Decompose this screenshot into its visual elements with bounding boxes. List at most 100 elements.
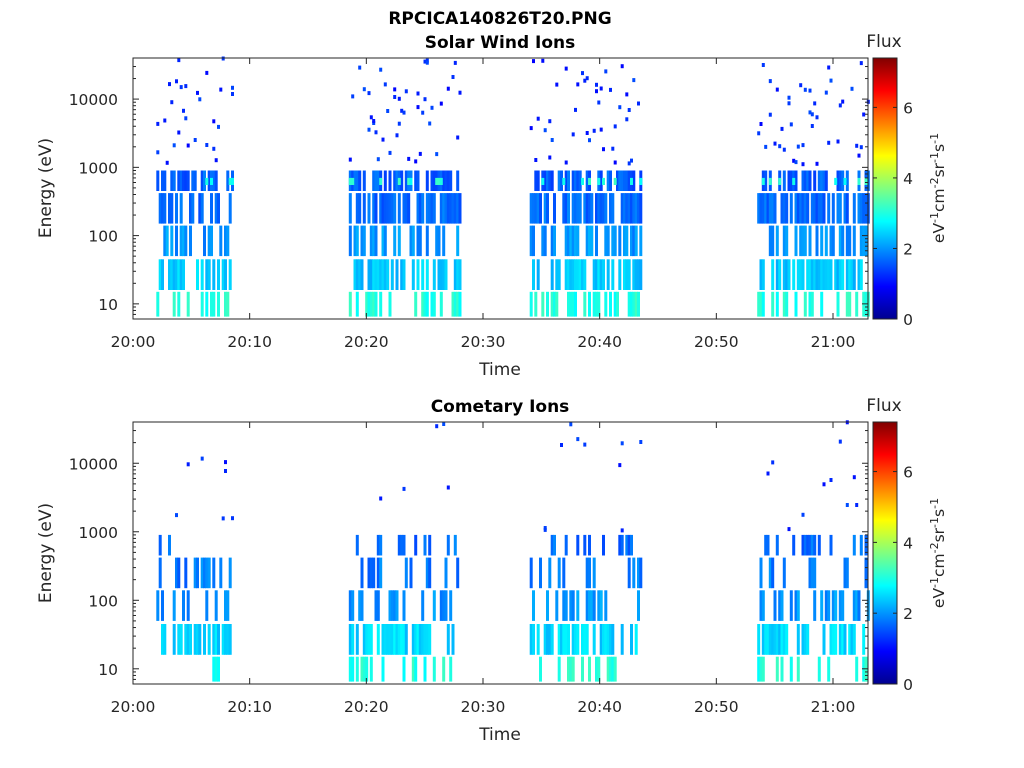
heatmap-cell bbox=[369, 557, 373, 589]
heatmap-cell bbox=[214, 656, 218, 682]
heatmap-cell bbox=[785, 291, 789, 317]
heatmap-cell bbox=[771, 193, 775, 224]
heatmap-cell bbox=[796, 144, 800, 149]
heatmap-cell bbox=[451, 291, 455, 317]
heatmap-cell bbox=[226, 225, 230, 257]
heatmap-cell bbox=[179, 85, 183, 90]
heatmap-cell bbox=[592, 557, 596, 589]
x-axis-ticks: 20:00 20:10 20:20 20:30 20:40 20:50 21:00 bbox=[111, 422, 855, 716]
heatmap-cell bbox=[228, 259, 232, 290]
heatmap-cell bbox=[536, 170, 540, 191]
heatmap-cell bbox=[224, 460, 227, 465]
heatmap-cell bbox=[539, 193, 542, 224]
heatmap-cell bbox=[416, 170, 420, 191]
heatmap-cell bbox=[801, 624, 805, 655]
heatmap-cell bbox=[529, 193, 533, 224]
heatmap-cell bbox=[425, 170, 429, 191]
heatmap-cell bbox=[630, 225, 633, 257]
heatmap-cell bbox=[177, 130, 181, 135]
heatmap-cell bbox=[163, 118, 167, 123]
heatmap-cell bbox=[836, 139, 840, 144]
heatmap-cell bbox=[639, 440, 643, 444]
heatmap-cell bbox=[620, 193, 624, 224]
heatmap-cell bbox=[585, 557, 589, 589]
heatmap-cell bbox=[581, 624, 584, 655]
heatmap-cell bbox=[198, 97, 202, 102]
heatmap-cell bbox=[778, 590, 782, 621]
heatmap-cell bbox=[539, 656, 542, 682]
heatmap-cell bbox=[796, 259, 800, 290]
heatmap-cell bbox=[189, 193, 192, 224]
heatmap-cell bbox=[446, 624, 450, 655]
heatmap-cell bbox=[372, 119, 376, 123]
heatmap-cell bbox=[822, 259, 826, 290]
heatmap-cell bbox=[168, 259, 171, 290]
heatmap-cell bbox=[817, 534, 821, 556]
heatmap-cell bbox=[550, 291, 554, 317]
colorbar-tick-label: 4 bbox=[903, 534, 913, 552]
heatmap-cell bbox=[764, 170, 768, 191]
heatmap-cell bbox=[796, 624, 800, 655]
heatmap-cell bbox=[453, 60, 457, 65]
heatmap-cell bbox=[529, 291, 533, 317]
heatmap-cell bbox=[442, 193, 446, 224]
heatmap-cell bbox=[231, 516, 234, 521]
heatmap-cell bbox=[175, 513, 178, 518]
heatmap-cell bbox=[855, 143, 859, 148]
heatmap-cell bbox=[815, 161, 819, 166]
heatmap-cell bbox=[567, 259, 570, 290]
heatmap-cell bbox=[400, 259, 404, 290]
heatmap-cell bbox=[623, 193, 626, 224]
heatmap-cell bbox=[627, 108, 631, 112]
heatmap-cell bbox=[815, 193, 819, 224]
heatmap-cell bbox=[437, 177, 441, 185]
heatmap-cell bbox=[602, 193, 605, 224]
heatmap-cell bbox=[771, 624, 775, 655]
heatmap-cell bbox=[200, 193, 204, 224]
heatmap-cell bbox=[859, 225, 863, 257]
x-tick-label: 20:50 bbox=[694, 333, 739, 351]
heatmap-cell bbox=[532, 259, 535, 290]
heatmap-cell bbox=[620, 624, 624, 655]
heatmap-cell bbox=[845, 503, 849, 507]
heatmap-cell bbox=[411, 225, 415, 257]
heatmap-cell bbox=[852, 534, 856, 556]
heatmap-cell bbox=[207, 170, 211, 191]
heatmap-cell bbox=[418, 193, 422, 224]
heatmap-cell bbox=[562, 177, 566, 185]
heatmap-cell bbox=[597, 259, 601, 290]
heatmap-cell bbox=[212, 119, 216, 124]
heatmap-cell bbox=[543, 527, 547, 532]
heatmap-cell bbox=[548, 170, 552, 191]
heatmap-cell bbox=[574, 225, 577, 257]
heatmap-cell bbox=[848, 259, 852, 290]
heatmap-cell bbox=[571, 193, 575, 224]
heatmap-cell bbox=[827, 590, 831, 621]
heatmap-cell bbox=[207, 624, 211, 655]
heatmap-cell bbox=[212, 170, 216, 191]
y-tick-label: 1000 bbox=[79, 159, 118, 177]
heatmap-cell bbox=[632, 78, 636, 83]
heatmap-cell bbox=[449, 656, 453, 682]
heatmap-cell bbox=[606, 225, 610, 257]
heatmap-cell bbox=[824, 170, 828, 191]
panel-title: Solar Wind Ions bbox=[425, 33, 576, 53]
heatmap-cell bbox=[381, 656, 385, 682]
heatmap-cell bbox=[423, 291, 427, 317]
x-tick-label: 20:30 bbox=[461, 698, 506, 716]
heatmap-cell bbox=[827, 65, 831, 70]
heatmap-cell bbox=[200, 456, 204, 461]
heatmap-cell bbox=[439, 590, 443, 621]
heatmap-cell bbox=[376, 259, 380, 290]
heatmap-cell bbox=[625, 193, 629, 224]
heatmap-cell bbox=[599, 259, 603, 290]
heatmap-cell bbox=[775, 225, 779, 257]
heatmap-cell bbox=[358, 65, 362, 70]
heatmap-cell bbox=[374, 130, 378, 135]
heatmap-cell bbox=[576, 170, 580, 191]
heatmap-cell bbox=[407, 177, 411, 185]
heatmap-cell bbox=[358, 259, 362, 290]
heatmap-cell bbox=[456, 557, 460, 589]
heatmap-cell bbox=[439, 177, 443, 185]
heatmap-cell bbox=[813, 193, 817, 224]
